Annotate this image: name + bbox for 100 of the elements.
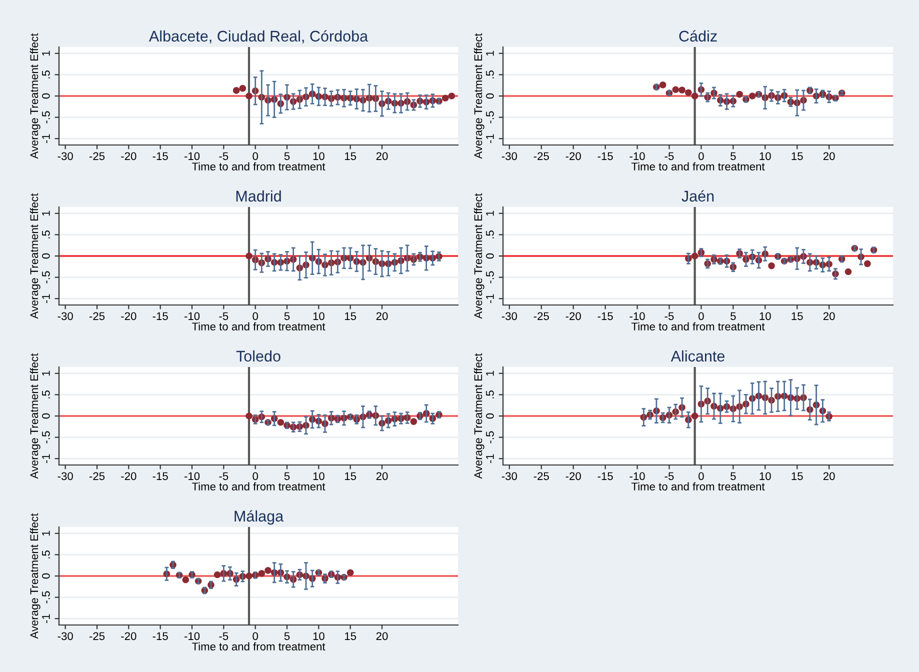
chart-title: Alicante <box>670 350 724 362</box>
x-tick-label: 10 <box>313 312 324 320</box>
x-tick-label: -30 <box>58 312 73 320</box>
y-tick-label: -.5 <box>486 431 494 444</box>
y-tick-label: -1 <box>42 294 50 304</box>
x-tick-label: 0 <box>252 632 258 640</box>
x-tick-label: 20 <box>376 472 388 480</box>
y-tick-label: .5 <box>42 230 50 238</box>
x-tick-label: -25 <box>89 312 105 320</box>
y-axis-title: Average Treatment Effect <box>474 33 484 159</box>
y-tick-label: 1 <box>486 50 494 56</box>
y-axis-title: Average Treatment Effect <box>474 193 484 319</box>
x-tick-label: -10 <box>184 152 200 160</box>
x-tick-label: -15 <box>152 472 168 480</box>
x-tick-label: 15 <box>792 152 803 160</box>
x-axis-title: Time to and from treatment <box>192 642 326 650</box>
x-tick-label: 0 <box>252 312 258 320</box>
x-tick-label: 15 <box>792 312 803 320</box>
x-tick-label: 10 <box>760 312 771 320</box>
x-tick-label: -15 <box>152 152 168 160</box>
y-tick-label: 1 <box>486 370 494 376</box>
x-tick-label: 0 <box>698 312 704 320</box>
x-tick-label: -10 <box>184 632 200 640</box>
y-tick-label: 1 <box>42 370 50 376</box>
x-tick-label: -15 <box>152 632 168 640</box>
x-tick-label: -20 <box>566 312 581 320</box>
x-tick-label: 5 <box>730 472 736 480</box>
y-tick-label: -.5 <box>42 431 50 444</box>
x-tick-label: 15 <box>345 472 356 480</box>
x-tick-label: -20 <box>566 472 581 480</box>
x-tick-label: -10 <box>630 472 645 480</box>
y-tick-label: .5 <box>486 390 494 398</box>
x-axis-title: Time to and from treatment <box>192 162 326 170</box>
x-tick-label: -5 <box>219 632 228 640</box>
y-tick-label: 0 <box>42 413 50 419</box>
x-tick-label: 15 <box>345 312 356 320</box>
x-axis-title: Time to and from treatment <box>631 162 765 170</box>
chart-title: Jaén <box>682 190 714 202</box>
y-axis-title: Average Treatment Effect <box>30 193 40 319</box>
y-tick-label: .5 <box>42 390 50 398</box>
x-tick-label: -30 <box>502 152 517 160</box>
x-tick-label: 5 <box>284 472 290 480</box>
x-tick-label: -5 <box>664 152 674 160</box>
x-tick-label: 20 <box>823 312 835 320</box>
x-tick-label: -10 <box>630 152 645 160</box>
x-tick-label: 0 <box>252 472 258 480</box>
y-tick-label: .5 <box>486 230 494 238</box>
x-tick-label: -5 <box>219 312 228 320</box>
y-tick-label: -1 <box>486 454 494 464</box>
x-tick-label: -15 <box>598 152 613 160</box>
chart-title: Albacete, Ciudad Real, Córdoba <box>148 30 368 44</box>
chart-title: Toledo <box>236 350 280 362</box>
y-tick-label: 1 <box>42 210 50 216</box>
x-tick-label: 20 <box>376 152 388 160</box>
x-axis-title: Time to and from treatment <box>631 322 765 330</box>
y-tick-label: .5 <box>42 550 50 558</box>
y-tick-label: -1 <box>42 614 50 624</box>
x-tick-label: -10 <box>630 312 645 320</box>
x-tick-label: 0 <box>698 152 704 160</box>
y-tick-label: 0 <box>486 253 494 259</box>
y-tick-label: 0 <box>486 413 494 419</box>
chart-title: Málaga <box>234 510 284 525</box>
y-tick-label: 0 <box>42 573 50 579</box>
x-tick-label: 20 <box>823 152 835 160</box>
chart-title: Cádiz <box>679 30 717 42</box>
x-tick-label: -5 <box>664 312 674 320</box>
x-tick-label: 15 <box>345 152 356 160</box>
y-tick-label: .5 <box>486 70 494 78</box>
y-tick-label: -1 <box>486 294 494 304</box>
y-tick-label: -.5 <box>42 111 50 124</box>
x-tick-label: -15 <box>598 312 613 320</box>
y-tick-label: 1 <box>42 50 50 56</box>
x-tick-label: -25 <box>534 312 549 320</box>
y-tick-label: -1 <box>42 454 50 464</box>
x-tick-label: -30 <box>58 632 73 640</box>
x-tick-label: 0 <box>698 472 704 480</box>
y-axis-title: Average Treatment Effect <box>30 513 40 639</box>
y-tick-label: 0 <box>42 253 50 259</box>
x-tick-label: -5 <box>664 472 674 480</box>
x-tick-label: -25 <box>89 472 105 480</box>
x-tick-label: -20 <box>121 472 136 480</box>
x-axis-title: Time to and from treatment <box>192 322 326 330</box>
x-tick-label: 10 <box>760 472 771 480</box>
x-tick-label: 10 <box>313 632 324 640</box>
x-tick-label: -25 <box>89 632 105 640</box>
y-tick-label: -.5 <box>42 271 50 284</box>
y-tick-label: -.5 <box>42 591 50 604</box>
x-tick-label: 10 <box>760 152 771 160</box>
x-tick-label: -20 <box>121 632 136 640</box>
y-tick-label: -.5 <box>486 111 494 124</box>
x-axis-title: Time to and from treatment <box>631 482 765 490</box>
x-tick-label: 20 <box>823 472 835 480</box>
y-tick-label: 0 <box>42 93 50 99</box>
x-tick-label: 5 <box>284 632 290 640</box>
y-tick-label: .5 <box>42 70 50 78</box>
y-axis-title: Average Treatment Effect <box>30 33 40 159</box>
x-tick-label: -5 <box>219 472 228 480</box>
chart-title: Madrid <box>236 190 281 202</box>
y-tick-label: 1 <box>42 530 50 536</box>
x-tick-label: -15 <box>598 472 613 480</box>
